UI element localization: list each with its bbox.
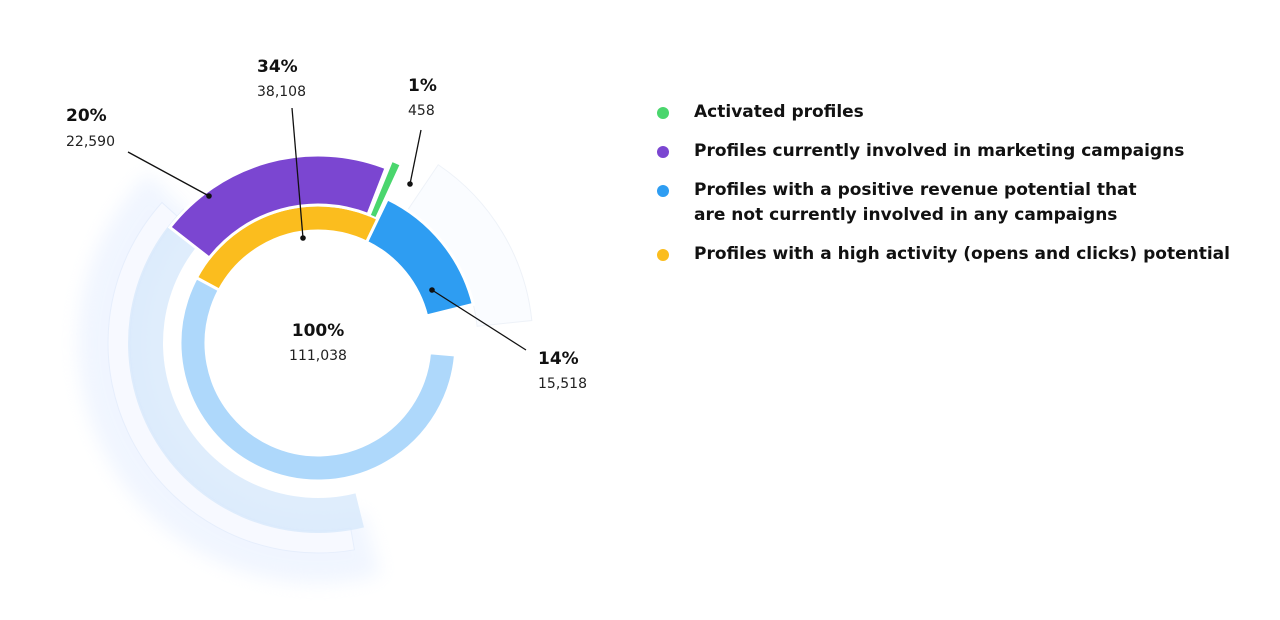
activated-leader: [409, 129, 422, 185]
revenue-count-label: 15,518: [538, 376, 587, 392]
segment-marketing: [167, 153, 389, 261]
chart-legend: Activated profiles Profiles currently in…: [650, 100, 1250, 281]
revenue-percent-label: 14%: [538, 349, 579, 369]
high-activity-count-label: 38,108: [257, 84, 306, 100]
legend-label-marketing: Profiles currently involved in marketing…: [694, 141, 1185, 161]
high-activity-percent-label: 34%: [257, 57, 298, 77]
legend-dot-revenue: [657, 185, 669, 197]
marketing-count-label: 22,590: [66, 134, 115, 150]
legend-dot-activated: [657, 107, 669, 119]
legend-dot-activity: [657, 249, 669, 261]
legend-dot-marketing: [657, 146, 669, 158]
legend-label-revenue: Profiles with a positive revenue potenti…: [694, 180, 1137, 225]
activated-percent-label: 1%: [408, 76, 437, 96]
marketing-percent-label: 20%: [66, 106, 107, 126]
marketing-leader: [127, 151, 210, 197]
revenue-leader: [431, 289, 527, 351]
center-percent-label: 100%: [292, 321, 345, 341]
legend-item-activated: Activated profiles: [650, 100, 1250, 125]
donut-chart: 20% 22,590 34% 38,108 1% 458 14% 15,518 100% 111,…: [66, 57, 587, 584]
legend-item-revenue: Profiles with a positive revenue potenti…: [650, 178, 1250, 228]
revenue-dot: [429, 287, 435, 293]
legend-label-activity: Profiles with a high activity (opens and…: [694, 244, 1230, 264]
legend-item-activity: Profiles with a high activity (opens and…: [650, 242, 1250, 267]
legend-label-activated: Activated profiles: [694, 102, 864, 122]
halo-ring: [127, 208, 364, 533]
activated-count-label: 458: [408, 103, 435, 119]
legend-item-marketing: Profiles currently involved in marketing…: [650, 139, 1250, 164]
high-activity-leader: [291, 107, 304, 239]
segment-activated: [369, 160, 401, 219]
donut-hole: [206, 231, 430, 455]
activated-dot: [407, 181, 413, 187]
center-count-label: 111,038: [289, 348, 347, 364]
marketing-dot: [206, 193, 212, 199]
high-activity-dot: [300, 235, 306, 241]
